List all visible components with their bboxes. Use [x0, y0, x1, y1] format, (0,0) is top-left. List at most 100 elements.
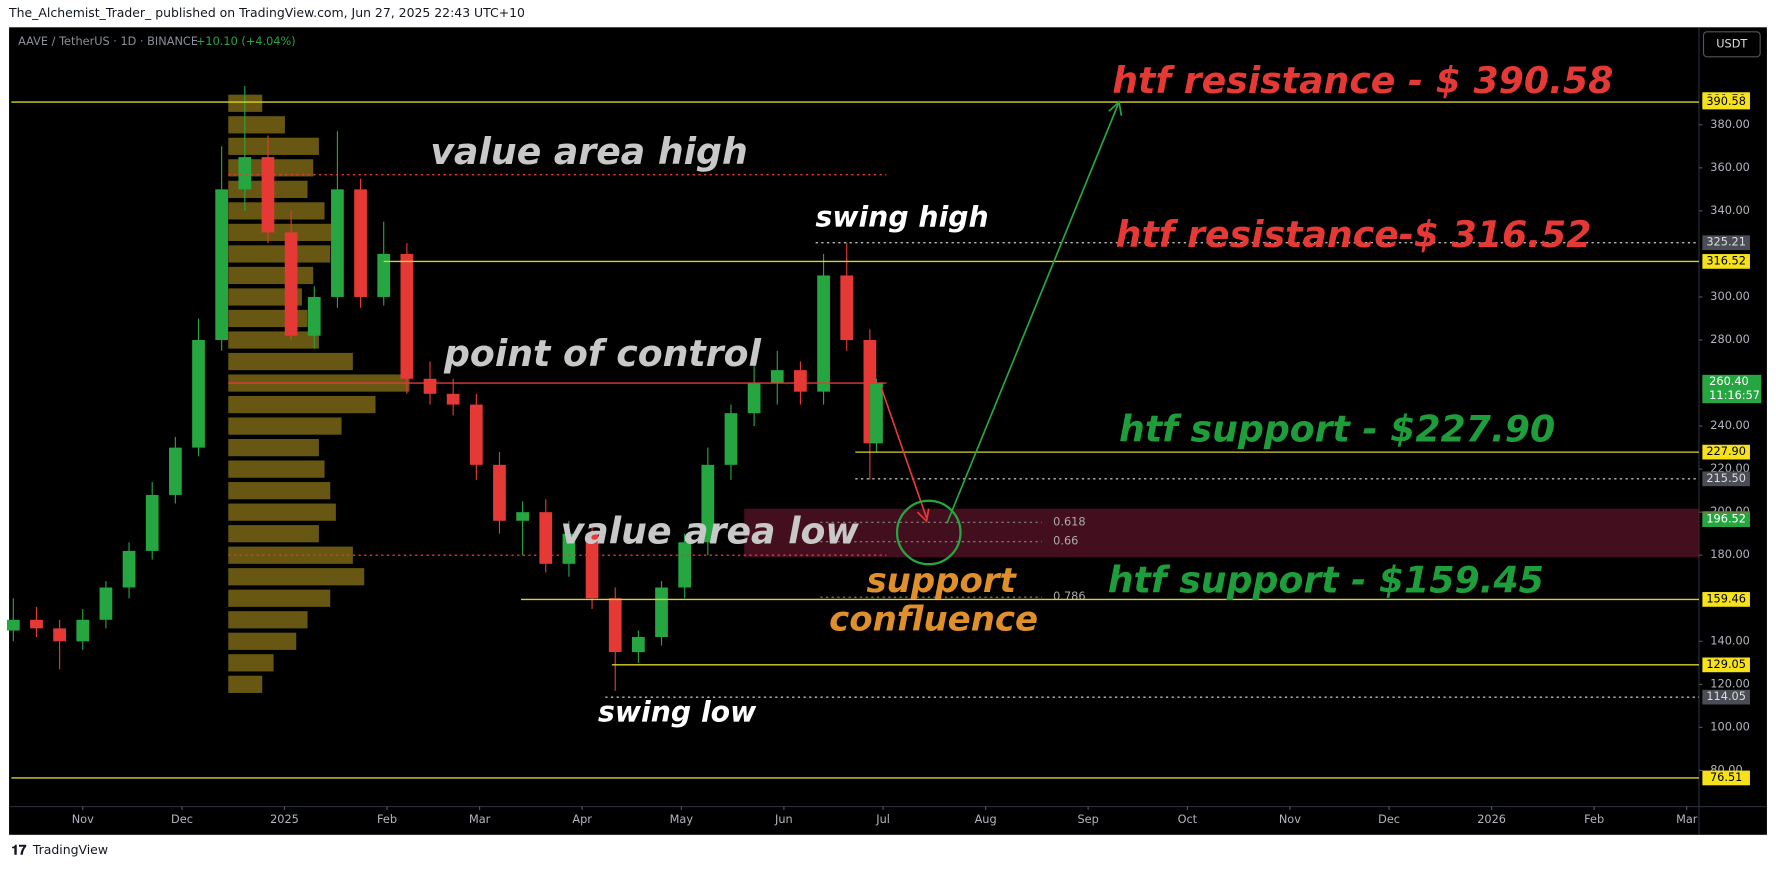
x-tick-label: Mar	[469, 812, 491, 826]
candle-body	[354, 189, 367, 297]
volume-profile-bar	[228, 202, 325, 220]
candle-body	[817, 275, 830, 392]
volume-profile-bar	[228, 331, 319, 349]
annotation: htf resistance-$ 316.52	[1116, 213, 1592, 256]
price-tag-label: 76.51	[1710, 770, 1742, 784]
volume-profile-bar	[228, 460, 325, 478]
candle-body	[493, 464, 506, 521]
volume-profile-bar	[228, 503, 336, 521]
candle-body	[516, 512, 529, 521]
price-tag	[1702, 235, 1750, 251]
fib-label: 0.618	[1053, 514, 1085, 528]
volume-profile-bar	[228, 482, 331, 500]
price-tag-label: 129.05	[1706, 657, 1746, 671]
price-tag-label: 325.21	[1706, 235, 1746, 249]
x-tick-label: Aug	[975, 812, 997, 826]
y-tick-label: 240.00	[1710, 418, 1750, 432]
candle-body	[284, 232, 298, 336]
volume-profile-bar	[228, 395, 376, 414]
price-tag-label: 196.52	[1706, 512, 1746, 526]
x-tick-label: 2026	[1477, 812, 1506, 826]
x-tick-label: Feb	[377, 812, 397, 826]
price-tag	[1702, 471, 1750, 487]
y-tick-label: 340.00	[1710, 203, 1750, 217]
fib-label: 0.786	[1053, 589, 1085, 603]
y-tick-label: 140.00	[1710, 633, 1750, 647]
candle-body	[423, 378, 437, 394]
candle-body	[377, 253, 391, 297]
price-tag	[1702, 689, 1750, 705]
candle-body	[145, 494, 159, 551]
y-tick-label: 180.00	[1710, 547, 1750, 561]
price-tag	[1702, 770, 1750, 786]
volume-profile-bar	[228, 245, 331, 263]
candle-body	[608, 598, 622, 653]
candle-body	[30, 619, 43, 629]
candle-body	[539, 512, 553, 564]
candle-body	[331, 189, 344, 297]
candle-body	[655, 587, 668, 637]
volume-profile-bar	[228, 116, 285, 134]
x-tick-label: Nov	[72, 812, 94, 826]
x-tick-label: 2025	[270, 812, 299, 826]
y-tick-label: 120.00	[1710, 676, 1750, 690]
price-tag-label: 215.50	[1706, 471, 1746, 485]
y-tick-label: 280.00	[1710, 332, 1750, 346]
candle-body	[192, 340, 205, 448]
support-zone	[744, 508, 1699, 558]
footer-bg	[0, 834, 1776, 869]
currency[interactable]: USDT	[1716, 36, 1747, 50]
volume-profile-bar	[228, 568, 365, 586]
candle-body	[6, 619, 20, 631]
logo: 𝟏𝟕	[11, 843, 27, 859]
candle-body	[469, 404, 483, 465]
annotation: point of control	[443, 332, 762, 375]
volume-profile-bar	[228, 266, 314, 285]
brand: TradingView	[32, 842, 108, 857]
x-tick-label: Feb	[1584, 812, 1604, 826]
chart-bg	[9, 27, 1767, 835]
candle-body	[701, 464, 715, 543]
volume-profile-bar	[228, 654, 274, 672]
arrows	[880, 100, 1123, 566]
publisher: The_Alchemist_Trader_ published on Tradi…	[8, 5, 525, 20]
candle-body	[747, 383, 761, 414]
volume-profile-bar	[228, 611, 308, 629]
candle-body	[215, 189, 229, 341]
volume-profile-bar	[228, 525, 319, 543]
price-tag-label: 316.52	[1706, 253, 1746, 267]
x-tick-label: Sep	[1077, 812, 1098, 826]
annotation: htf support - $159.45	[1108, 558, 1544, 601]
arrow-head	[916, 508, 930, 523]
volume-profile-bar	[228, 439, 319, 457]
candle-body	[76, 619, 90, 642]
symbol: AAVE / TetherUS · 1D · BINANCE	[18, 34, 198, 48]
up-arrow	[946, 101, 1120, 524]
candle-body	[724, 413, 738, 465]
annotation: swing high	[816, 201, 989, 234]
candle-body	[446, 393, 460, 405]
down-arrow	[880, 387, 928, 519]
candle-body	[678, 542, 692, 588]
annotation: swing low	[598, 696, 757, 729]
candle-body	[840, 275, 854, 341]
price-tag-label: 227.90	[1706, 444, 1746, 458]
countdown: 11:16:57	[1709, 388, 1760, 402]
change: +10.10 (+4.04%)	[196, 34, 296, 48]
candle-body	[400, 253, 414, 379]
volume-profile-bar	[228, 589, 331, 607]
candle-body	[53, 628, 66, 642]
x-tick-label: Jul	[875, 812, 890, 826]
x-tick-label: Dec	[1378, 812, 1400, 826]
current-price-label: 260.40	[1709, 374, 1749, 388]
x-tick-label: Oct	[1178, 812, 1198, 826]
annotation: htf support - $227.90	[1119, 408, 1555, 451]
price-tag-label: 390.58	[1706, 94, 1746, 108]
y-tick-label: 300.00	[1710, 289, 1750, 303]
candle-body	[632, 636, 645, 653]
volume-profile-bar	[228, 632, 297, 650]
target-circle	[895, 499, 962, 566]
currency-button[interactable]	[1702, 31, 1761, 58]
